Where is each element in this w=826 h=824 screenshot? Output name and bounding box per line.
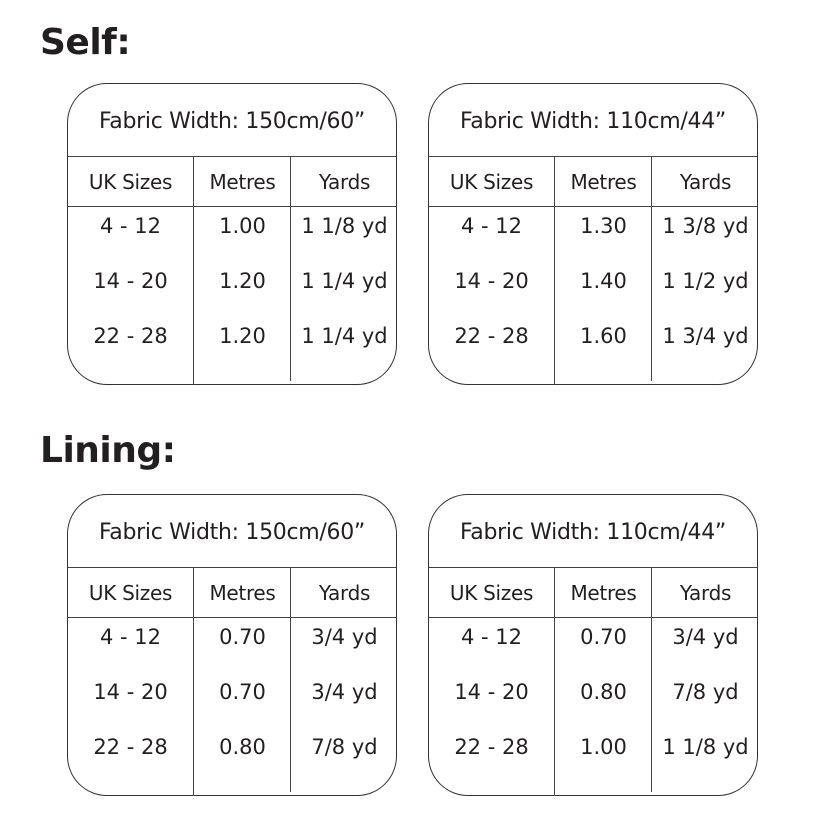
table-cell: 1.20 xyxy=(219,324,266,348)
table-cell: 1.40 xyxy=(580,269,627,293)
table-cell: 3/4 yd xyxy=(672,625,739,649)
column-header: Yards xyxy=(679,581,732,605)
table-cell: 1.20 xyxy=(219,269,266,293)
table-cell: 22 - 28 xyxy=(93,735,168,759)
table-cell: 1 1/8 yd xyxy=(301,214,388,238)
table-cell: 3/4 yd xyxy=(311,625,378,649)
divider xyxy=(290,567,291,792)
table-cell: 7/8 yd xyxy=(672,680,739,704)
divider xyxy=(429,617,757,618)
yardage-table: Fabric Width: 150cm/60” UK Sizes Metres Yar… xyxy=(67,494,397,796)
divider xyxy=(68,617,396,618)
table-cell: 1.30 xyxy=(580,214,627,238)
section-title: Self: xyxy=(40,22,131,63)
column-header: Yards xyxy=(318,170,371,194)
table-cell: 14 - 20 xyxy=(454,680,529,704)
yardage-table: Fabric Width: 150cm/60” UK Sizes Metres Yar… xyxy=(67,83,397,385)
table-cell: 1 1/4 yd xyxy=(301,269,388,293)
table-cell: 0.80 xyxy=(219,735,266,759)
fabric-width-heading: Fabric Width: 150cm/60” xyxy=(68,495,396,568)
column-header: Yards xyxy=(679,170,732,194)
column-header: Metres xyxy=(570,581,637,605)
table-cell: 0.70 xyxy=(219,625,266,649)
table-cell: 4 - 12 xyxy=(99,214,161,238)
table-cell: 4 - 12 xyxy=(460,214,522,238)
yardage-table: Fabric Width: 110cm/44” UK Sizes Metres Yar… xyxy=(428,494,758,796)
table-cell: 1 1/2 yd xyxy=(662,269,749,293)
table-cell: 22 - 28 xyxy=(454,324,529,348)
table-cell: 4 - 12 xyxy=(99,625,161,649)
table-cell: 1 3/8 yd xyxy=(662,214,749,238)
fabric-width-heading: Fabric Width: 110cm/44” xyxy=(429,495,757,568)
divider xyxy=(651,156,652,381)
table-cell: 22 - 28 xyxy=(93,324,168,348)
table-cell: 1.60 xyxy=(580,324,627,348)
table-cell: 14 - 20 xyxy=(93,269,168,293)
section-title: Lining: xyxy=(40,430,176,471)
divider xyxy=(554,567,555,796)
column-header: Metres xyxy=(570,170,637,194)
table-cell: 1 1/8 yd xyxy=(662,735,749,759)
column-header: UK Sizes xyxy=(449,170,534,194)
table-cell: 0.80 xyxy=(580,680,627,704)
yardage-table: Fabric Width: 110cm/44” UK Sizes Metres Yar… xyxy=(428,83,758,385)
table-cell: 4 - 12 xyxy=(460,625,522,649)
divider xyxy=(68,206,396,207)
divider xyxy=(554,156,555,385)
column-header: UK Sizes xyxy=(88,170,173,194)
column-header: UK Sizes xyxy=(449,581,534,605)
divider xyxy=(193,156,194,385)
fabric-width-heading: Fabric Width: 110cm/44” xyxy=(429,84,757,157)
table-cell: 1.00 xyxy=(219,214,266,238)
divider xyxy=(193,567,194,796)
column-header: Yards xyxy=(318,581,371,605)
table-cell: 1.00 xyxy=(580,735,627,759)
divider xyxy=(290,156,291,381)
table-cell: 22 - 28 xyxy=(454,735,529,759)
table-cell: 14 - 20 xyxy=(93,680,168,704)
table-cell: 0.70 xyxy=(219,680,266,704)
table-cell: 3/4 yd xyxy=(311,680,378,704)
table-cell: 0.70 xyxy=(580,625,627,649)
divider xyxy=(651,567,652,792)
column-header: UK Sizes xyxy=(88,581,173,605)
table-cell: 1 1/4 yd xyxy=(301,324,388,348)
table-cell: 1 3/4 yd xyxy=(662,324,749,348)
column-header: Metres xyxy=(209,581,276,605)
table-cell: 7/8 yd xyxy=(311,735,378,759)
column-header: Metres xyxy=(209,170,276,194)
table-cell: 14 - 20 xyxy=(454,269,529,293)
fabric-width-heading: Fabric Width: 150cm/60” xyxy=(68,84,396,157)
divider xyxy=(429,206,757,207)
